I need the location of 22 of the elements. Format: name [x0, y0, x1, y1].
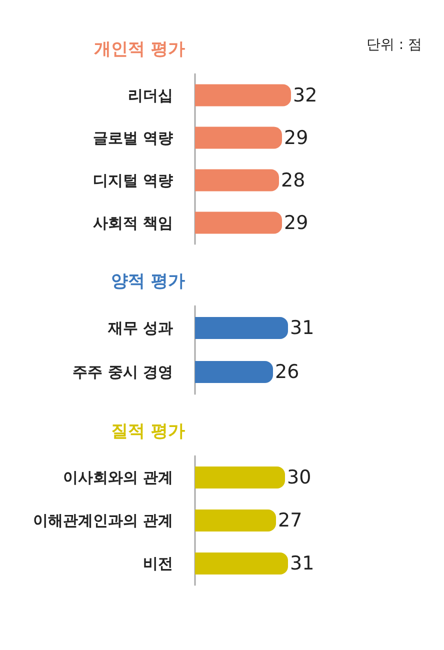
data-label: 26 [275, 361, 300, 383]
data-label: 31 [290, 552, 314, 574]
chart-title: 개인적 평가 [94, 40, 185, 60]
chart-title: 질적 평가 [111, 422, 185, 442]
y-tick-label: 디지털 역량 [92, 171, 173, 190]
y-tick-label: 비전 [143, 554, 173, 572]
data-label: 28 [281, 169, 306, 192]
y-tick-label: 재무 성과 [106, 319, 173, 337]
data-label: 29 [284, 212, 308, 234]
y-tick-label: 주주 중시 경영 [72, 363, 173, 381]
data-label: 30 [287, 466, 312, 488]
y-tick-label: 사회적 책임 [92, 214, 173, 232]
text: 단위 : 점 [366, 37, 422, 53]
y-tick-label: 리더십 [128, 86, 173, 104]
data-label: 31 [290, 317, 314, 339]
data-label: 27 [278, 510, 302, 532]
chart-title: 양적 평가 [111, 272, 185, 292]
y-tick-label: 이사회와의 관계 [62, 468, 173, 486]
y-tick-label: 글로벌 역량 [92, 128, 173, 147]
y-tick-label: 이해관계인과의 관계 [32, 512, 173, 530]
data-label: 29 [284, 126, 308, 149]
data-label: 32 [293, 84, 318, 106]
